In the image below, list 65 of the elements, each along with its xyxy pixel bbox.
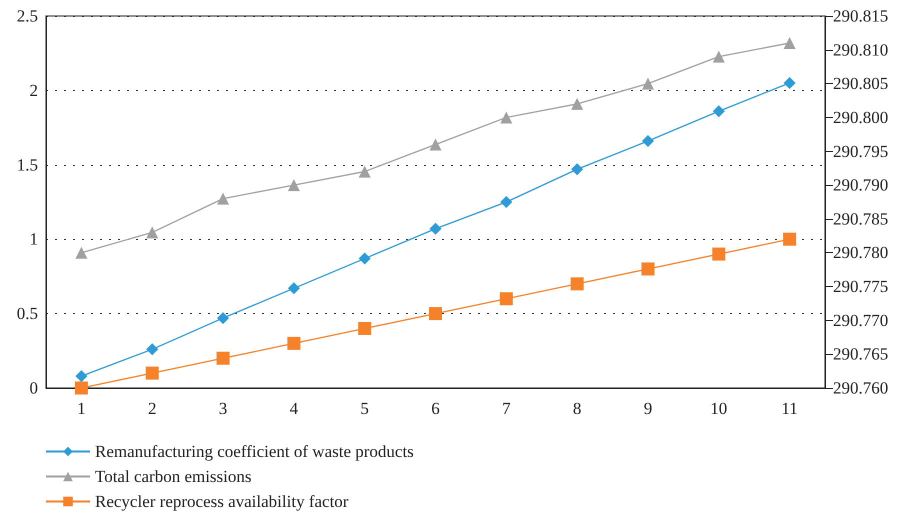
legend-label: Total carbon emissions xyxy=(95,467,252,486)
y2-tick-label: 290.775 xyxy=(833,277,888,296)
x-tick-label: 7 xyxy=(502,399,512,418)
y2-tick-label: 290.805 xyxy=(833,74,888,94)
point xyxy=(712,105,725,118)
x-tick-label: 11 xyxy=(781,399,798,418)
y-tick-label: 0.5 xyxy=(16,304,38,324)
x-tick-label: 9 xyxy=(644,399,652,418)
point xyxy=(430,138,442,151)
y2-tick-label: 290.760 xyxy=(833,378,888,398)
y2-tick-label: 290.815 xyxy=(833,6,888,26)
x-tick-label: 1 xyxy=(77,399,86,418)
x-tick-label: 10 xyxy=(710,399,728,418)
point xyxy=(288,282,300,294)
x-tick-label: 6 xyxy=(431,399,440,418)
x-tick-label: 8 xyxy=(572,399,582,418)
y2-tick-label: 290.765 xyxy=(833,344,888,364)
point xyxy=(358,166,371,178)
y2-tick-label: 290.780 xyxy=(833,243,888,262)
y2-tick-label: 290.790 xyxy=(833,176,888,195)
point xyxy=(216,352,230,365)
point xyxy=(712,248,726,261)
y2-tick-label: 290.800 xyxy=(833,108,888,127)
point xyxy=(783,232,796,246)
y2-tick-label: 290.795 xyxy=(833,142,888,161)
legend-label: Recycler reprocess availability factor xyxy=(95,492,349,511)
point xyxy=(784,37,796,50)
point xyxy=(287,336,300,350)
legend-label: Remanufacturing coefficient of waste products xyxy=(95,442,414,461)
x-tick-label: 3 xyxy=(218,399,228,418)
point xyxy=(358,252,371,265)
y2-tick-label: 290.770 xyxy=(833,310,888,330)
x-tick-label: 2 xyxy=(148,399,156,418)
point xyxy=(642,78,654,90)
y-tick-label: 1 xyxy=(30,230,38,249)
point xyxy=(217,192,230,205)
point xyxy=(146,226,158,238)
point xyxy=(288,179,300,192)
point xyxy=(217,312,230,324)
x-tick-label: 5 xyxy=(360,399,369,418)
point xyxy=(642,134,654,147)
point xyxy=(500,111,512,124)
point xyxy=(74,382,88,394)
point xyxy=(571,98,584,110)
point xyxy=(75,246,88,259)
point xyxy=(500,292,513,306)
y-tick-label: 1.5 xyxy=(16,155,38,174)
point xyxy=(570,277,584,290)
point xyxy=(358,322,372,335)
x-tick-label: 4 xyxy=(290,399,299,418)
y-tick-label: 2 xyxy=(30,80,38,100)
point xyxy=(430,222,442,235)
point xyxy=(75,370,88,382)
point xyxy=(712,50,725,63)
y-tick-label: 0 xyxy=(30,378,38,398)
point xyxy=(571,163,584,176)
y2-tick-label: 290.785 xyxy=(833,209,888,228)
point xyxy=(500,196,512,208)
point xyxy=(641,262,654,276)
y2-tick-label: 290.810 xyxy=(833,40,888,60)
point xyxy=(429,307,442,320)
point xyxy=(784,76,796,89)
point xyxy=(146,366,159,380)
y-tick-label: 2.5 xyxy=(16,6,38,26)
point xyxy=(146,343,158,356)
